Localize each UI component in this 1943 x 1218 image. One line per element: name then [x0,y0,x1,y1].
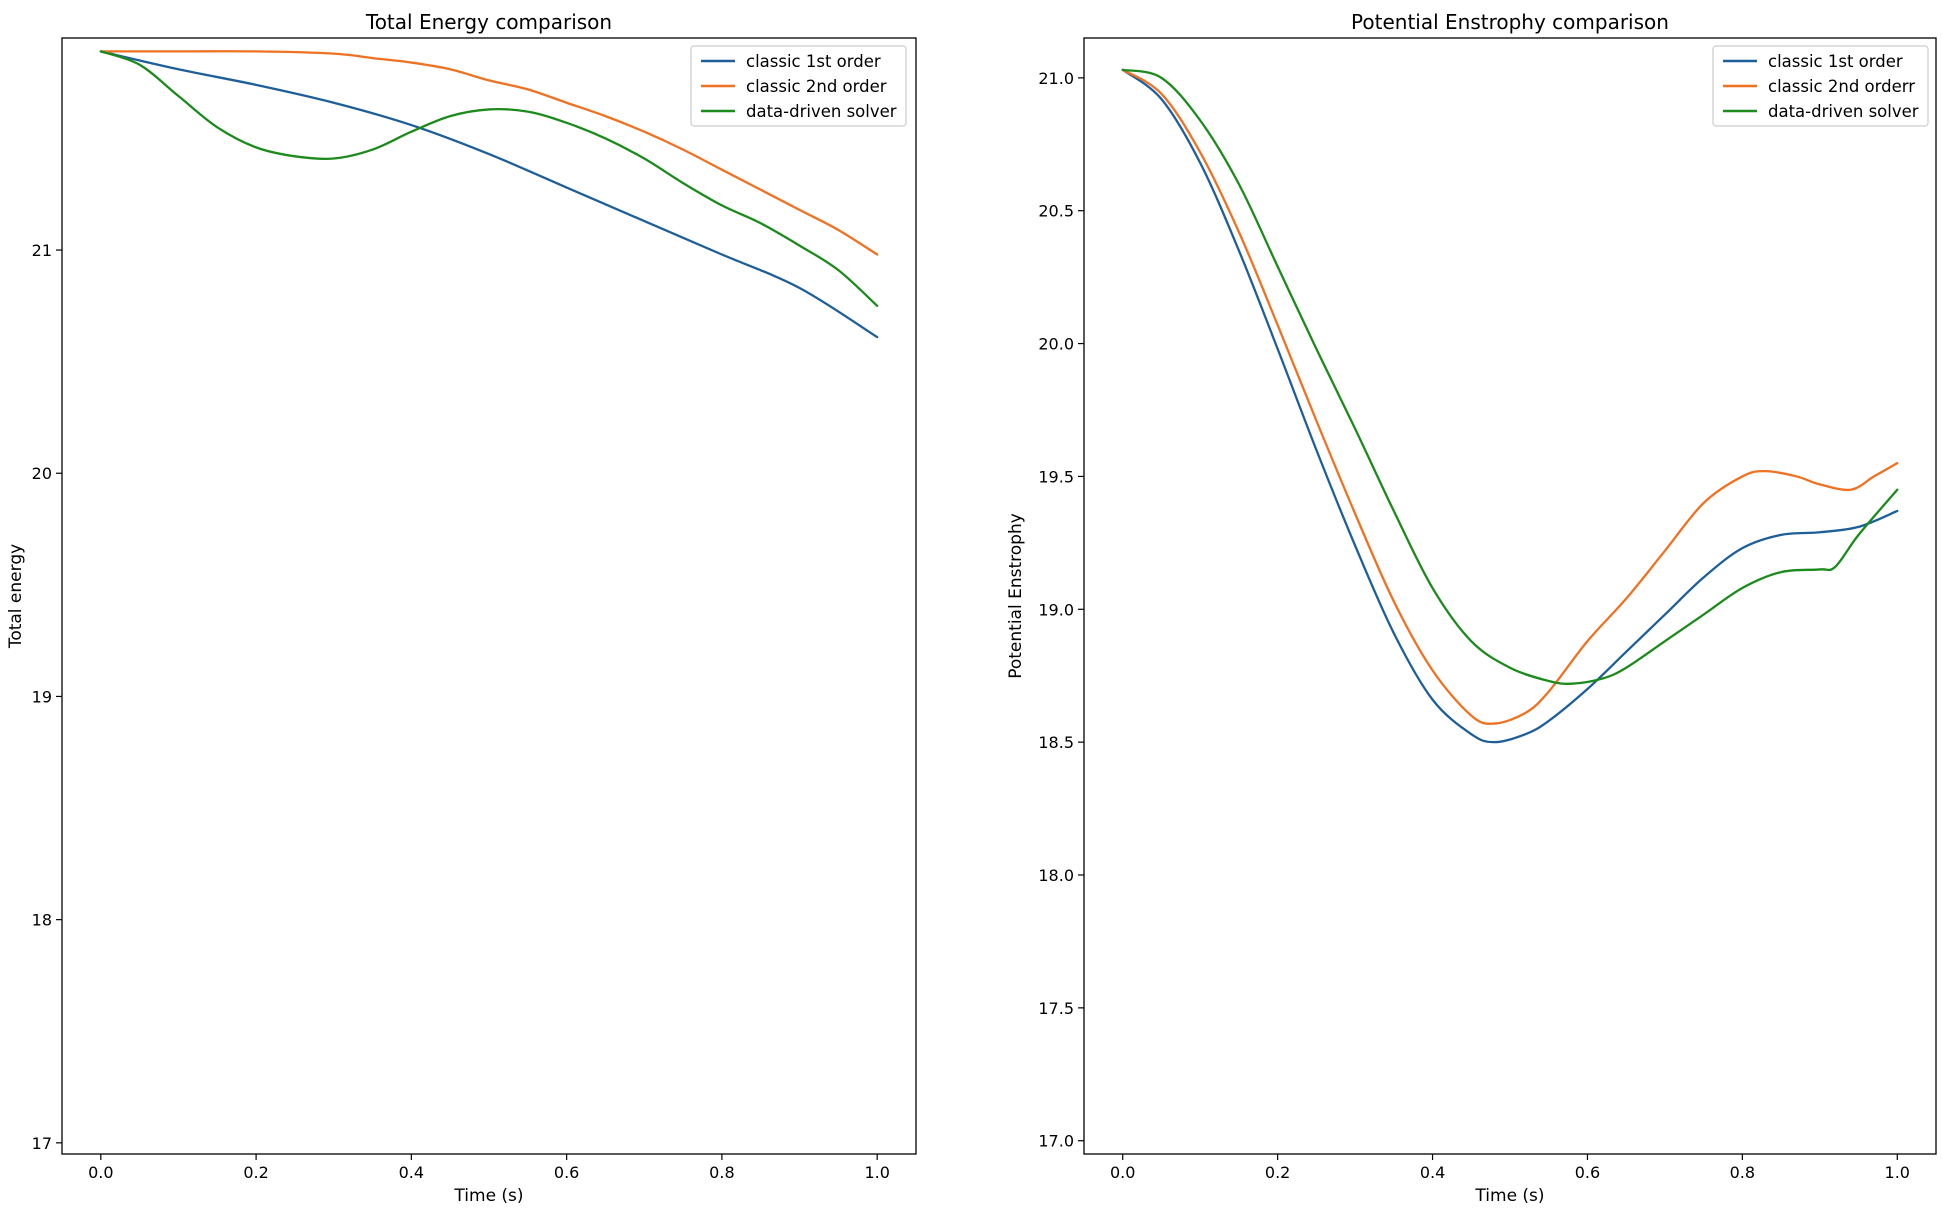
y-tick-label: 17 [32,1134,52,1153]
x-tick-label: 0.4 [1420,1163,1445,1182]
y-tick-label: 18.5 [1038,733,1074,752]
y-axis-label: Total energy [6,544,26,649]
series-line-1 [1121,68,1899,744]
x-tick-label: 0.6 [1575,1163,1600,1182]
y-tick-label: 19.0 [1038,600,1074,619]
axis-ticks: 0.0 0.2 0.4 0.6 0.8 1.0 17.0 17.5 18.0 18.5 19.0 19… [1038,69,1910,1182]
chart-title: Potential Enstrophy comparison [1351,10,1669,34]
x-tick-label: 0.8 [1730,1163,1755,1182]
legend-label-2: classic 2nd orderr [1768,77,1915,96]
plot-frame [61,37,917,1155]
legend-label-2: classic 2nd order [746,77,887,96]
y-tick-label: 20.0 [1038,335,1074,354]
y-axis-label: Potential Enstrophy [1006,513,1026,679]
series-lines [1121,68,1899,744]
y-tick-label: 18 [32,911,52,930]
y-tick-label: 19.5 [1038,467,1074,486]
legend-label-3: data-driven solver [746,102,897,121]
x-axis-label: Time (s) [453,1186,523,1206]
x-tick-label: 1.0 [1885,1163,1910,1182]
x-tick-label: 0.0 [88,1163,113,1182]
x-tick-label: 0.6 [554,1163,579,1182]
series-line-2 [1121,68,1899,725]
axis-ticks: 0.0 0.2 0.4 0.6 0.8 1.0 17 18 19 20 21 [32,241,890,1182]
x-tick-label: 1.0 [864,1163,889,1182]
x-tick-label: 0.4 [399,1163,424,1182]
legend-label-3: data-driven solver [1768,102,1919,121]
series-line-3 [99,50,879,307]
y-tick-label: 21 [32,241,52,260]
x-tick-label: 0.8 [709,1163,734,1182]
series-line-1 [99,50,879,339]
y-tick-label: 21.0 [1038,69,1074,88]
legend-label-1: classic 1st order [746,52,881,71]
y-tick-label: 20.5 [1038,202,1074,221]
y-tick-label: 19 [32,687,52,706]
chart-title: Total Energy comparison [365,10,612,34]
y-tick-label: 20 [32,464,52,483]
y-tick-label: 17.5 [1038,999,1074,1018]
series-lines [99,50,879,339]
series-line-3 [1121,68,1899,685]
legend-label-1: classic 1st order [1768,52,1903,71]
x-axis-label: Time (s) [1474,1186,1544,1206]
x-tick-label: 0.2 [243,1163,268,1182]
total-energy-chart: Total Energy comparison Time (s) Total e… [6,10,917,1206]
plot-frame [1083,37,1937,1155]
legend: classic 1st order classic 2nd order data… [690,45,907,127]
x-tick-label: 0.0 [1110,1163,1135,1182]
y-tick-label: 17.0 [1038,1132,1074,1151]
potential-enstrophy-chart: Potential Enstrophy comparison Time (s) … [1006,10,1937,1206]
y-tick-label: 18.0 [1038,866,1074,885]
x-tick-label: 0.2 [1265,1163,1290,1182]
legend-box [1712,45,1929,127]
legend: classic 1st order classic 2nd orderr dat… [1712,45,1929,127]
series-line-2 [99,50,879,256]
legend-box [690,45,907,127]
